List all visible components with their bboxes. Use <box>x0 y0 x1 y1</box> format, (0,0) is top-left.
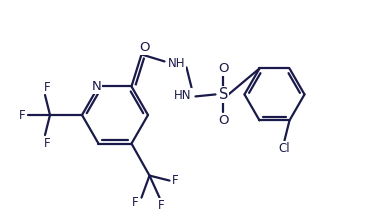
Text: F: F <box>158 199 165 212</box>
Text: F: F <box>19 108 25 121</box>
Text: O: O <box>218 114 229 127</box>
Text: F: F <box>44 136 50 149</box>
Text: Cl: Cl <box>279 142 290 155</box>
Text: O: O <box>139 41 150 54</box>
Text: HN: HN <box>174 89 191 102</box>
Text: F: F <box>172 174 179 187</box>
Text: O: O <box>218 62 229 75</box>
Text: F: F <box>44 80 50 93</box>
Text: NH: NH <box>168 57 185 70</box>
Text: F: F <box>132 196 139 209</box>
Text: S: S <box>219 87 228 102</box>
Text: N: N <box>91 80 101 93</box>
